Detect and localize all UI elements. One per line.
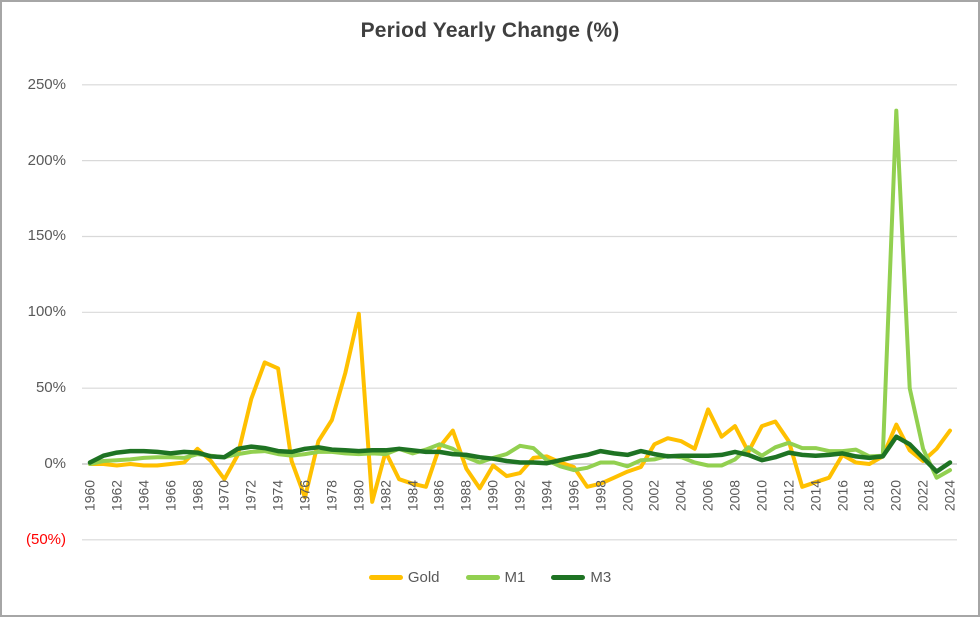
x-axis-label: 1976 bbox=[296, 479, 313, 512]
x-axis-label: 1960 bbox=[81, 479, 98, 512]
y-axis-label: 100% bbox=[27, 303, 66, 321]
x-axis-label: 2024 bbox=[941, 479, 958, 512]
y-axis-label: (50%) bbox=[25, 530, 66, 548]
legend-swatch-m1-icon bbox=[465, 575, 500, 580]
x-axis-label: 1972 bbox=[242, 479, 259, 512]
legend-label: M3 bbox=[590, 569, 612, 586]
x-axis-label: 1980 bbox=[350, 479, 367, 512]
x-axis-label: 1974 bbox=[269, 479, 286, 512]
series-line-m3 bbox=[87, 434, 953, 474]
x-axis-label: 2022 bbox=[914, 479, 931, 512]
x-axis-label: 1994 bbox=[538, 479, 555, 512]
x-axis-label: 2002 bbox=[645, 479, 662, 512]
series-line-gold bbox=[88, 311, 952, 504]
x-axis-label: 1984 bbox=[404, 479, 420, 512]
x-axis-label: 1998 bbox=[592, 479, 609, 512]
x-axis-label: 1986 bbox=[430, 479, 447, 512]
x-axis-label: 1982 bbox=[377, 479, 394, 512]
x-axis-label: 2020 bbox=[887, 479, 904, 512]
legend-swatch-gold-icon bbox=[368, 575, 403, 580]
legend-label: M1 bbox=[504, 569, 526, 586]
x-axis-label: 2004 bbox=[672, 479, 689, 512]
series-line-m1 bbox=[88, 108, 952, 480]
x-axis-label: 2016 bbox=[834, 479, 850, 512]
x-axis-label: 2014 bbox=[807, 479, 824, 512]
legend-item-m1: M1 bbox=[465, 569, 526, 586]
chart-title: Period Yearly Change (%) bbox=[360, 19, 620, 42]
legend-item-gold: Gold bbox=[368, 569, 440, 586]
x-axis-label: 1964 bbox=[135, 479, 152, 512]
x-axis-label: 2010 bbox=[753, 479, 770, 512]
x-axis-label: 2000 bbox=[619, 479, 635, 512]
x-axis-label: 1970 bbox=[215, 479, 232, 512]
legend-swatch-m3-icon bbox=[551, 575, 586, 580]
x-axis-label: 2008 bbox=[726, 479, 743, 512]
x-axis-label: 2018 bbox=[860, 479, 877, 512]
x-axis-label: 1996 bbox=[565, 479, 582, 512]
x-axis-label: 1992 bbox=[511, 479, 528, 512]
x-axis-label: 1962 bbox=[108, 479, 125, 512]
y-axis-label: 50% bbox=[35, 379, 66, 397]
x-axis-label: 2012 bbox=[780, 479, 797, 512]
legend-item-m3: M3 bbox=[551, 569, 611, 586]
y-axis-label: 0% bbox=[44, 455, 66, 472]
x-axis-label: 1966 bbox=[162, 479, 179, 512]
y-axis-label: 250% bbox=[27, 75, 66, 93]
x-axis-label: 2006 bbox=[699, 479, 716, 512]
y-axis-label: 150% bbox=[27, 227, 66, 245]
legend: Gold M1 M3 bbox=[2, 569, 978, 586]
x-axis-label: 1978 bbox=[323, 479, 340, 512]
y-axis-label: 200% bbox=[27, 151, 66, 169]
x-axis-label: 1968 bbox=[189, 479, 205, 512]
legend-label: Gold bbox=[407, 569, 440, 586]
x-axis-label: 1990 bbox=[484, 479, 501, 512]
x-axis-label: 1988 bbox=[457, 479, 474, 512]
